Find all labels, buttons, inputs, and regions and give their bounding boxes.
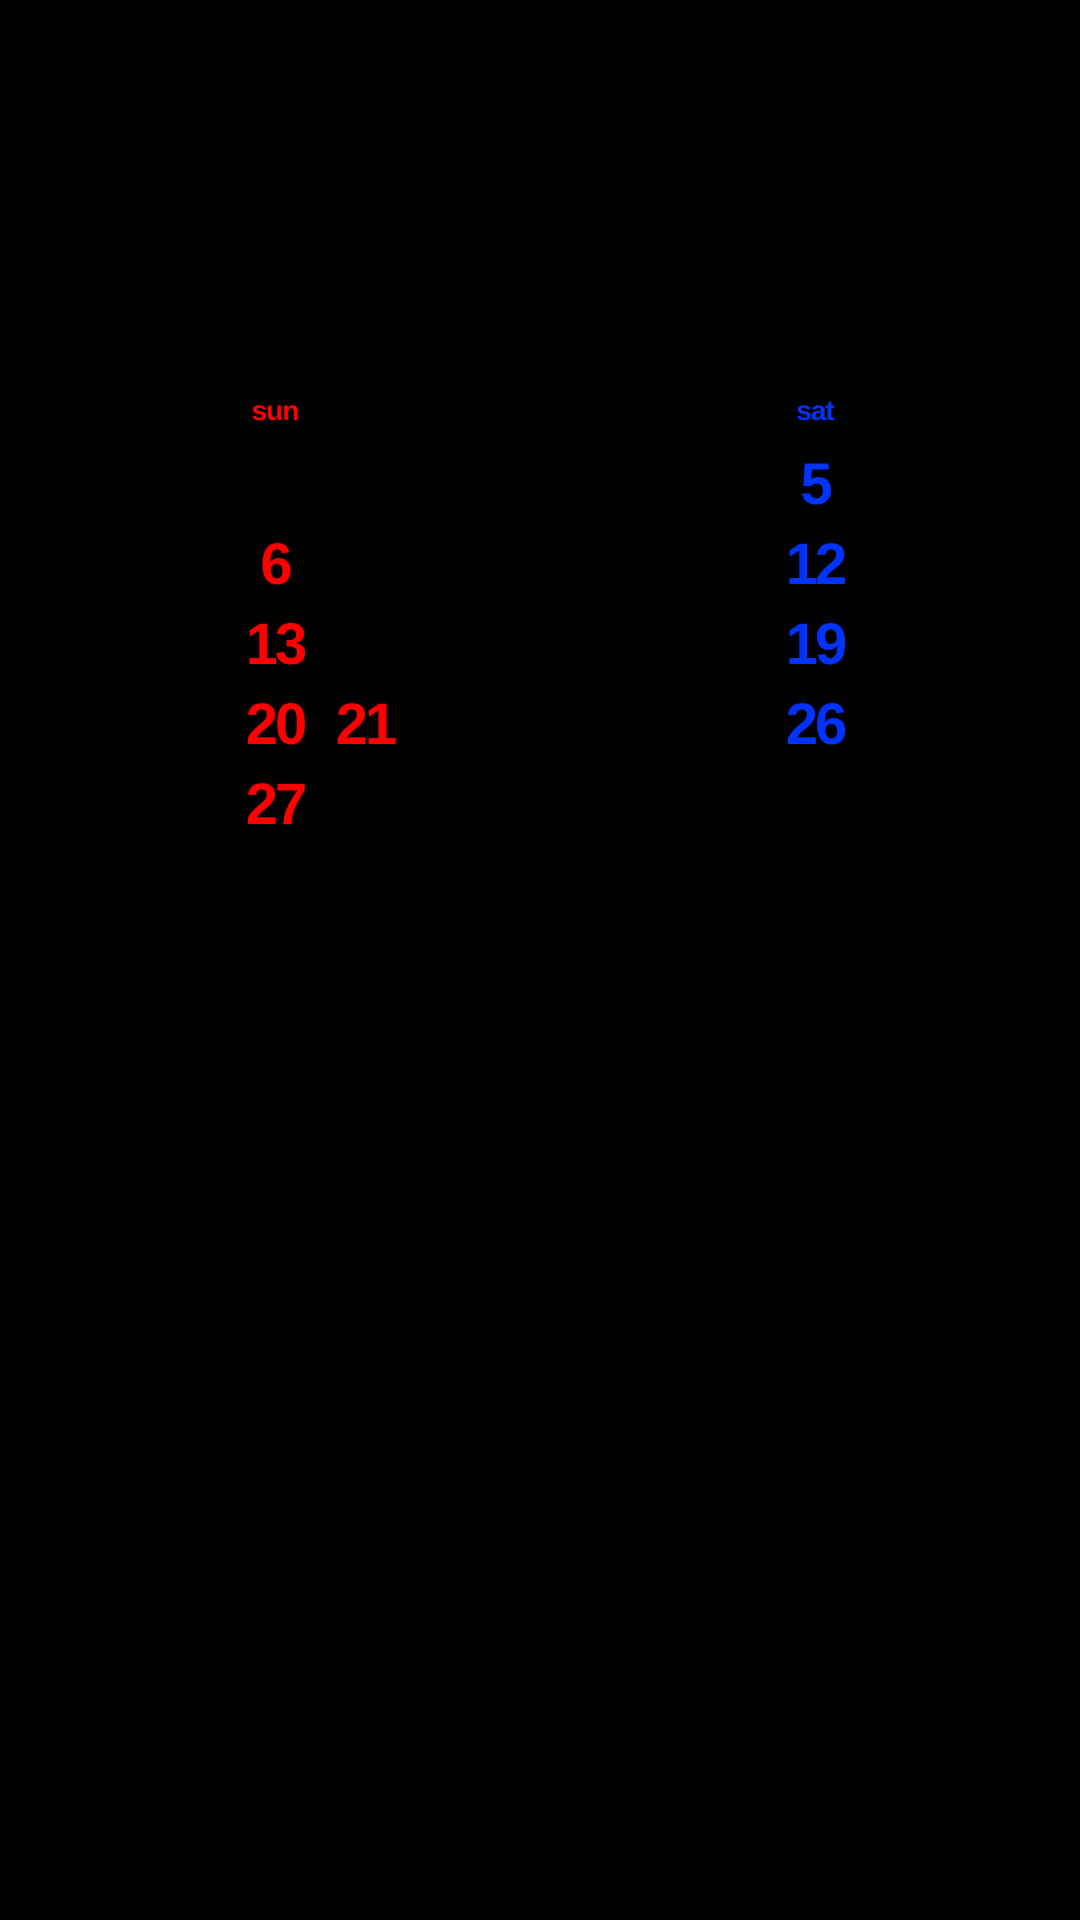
calendar-day: 20 — [230, 696, 320, 754]
header-friday: fri — [680, 395, 770, 427]
calendar-day: 25 — [680, 696, 770, 754]
calendar-day: 16 — [500, 616, 590, 674]
calendar-week-row: 27 28 29 30 — [230, 765, 860, 845]
header-wednesday: wed — [500, 395, 590, 427]
header-sunday: sun — [230, 395, 320, 427]
calendar-day: 6 — [230, 536, 320, 594]
calendar-day: 15 — [410, 616, 500, 674]
calendar-week-row: 13 14 15 16 17 18 19 — [230, 605, 860, 685]
calendar-week-row: 20 21 22 23 24 25 26 — [230, 685, 860, 765]
calendar-day: 14 — [320, 616, 410, 674]
calendar-day: 10 — [590, 536, 680, 594]
calendar-day: 12 — [770, 536, 860, 594]
calendar-day: 11 — [680, 536, 770, 594]
calendar-day: 17 — [590, 616, 680, 674]
calendar-day: 7 — [320, 536, 410, 594]
calendar-day: 22 — [410, 696, 500, 754]
calendar-week-row: 6 7 8 9 10 11 12 — [230, 525, 860, 605]
calendar-day: 2 — [500, 456, 590, 514]
calendar-day: 9 — [500, 536, 590, 594]
calendar-day: 18 — [680, 616, 770, 674]
calendar-day: 8 — [410, 536, 500, 594]
calendar-day: 19 — [770, 616, 860, 674]
calendar-day: 27 — [230, 776, 320, 834]
calendar-day: 28 — [320, 776, 410, 834]
calendar-widget: sun mon tue wed thu fri sat 1 2 3 4 5 6 … — [230, 395, 860, 845]
calendar-day: 24 — [590, 696, 680, 754]
header-tuesday: tue — [410, 395, 500, 427]
calendar-day: 3 — [590, 456, 680, 514]
calendar-day: 23 — [500, 696, 590, 754]
calendar-week-row: 1 2 3 4 5 — [230, 445, 860, 525]
calendar-day: 29 — [410, 776, 500, 834]
calendar-day: 1 — [410, 456, 500, 514]
calendar-day: 4 — [680, 456, 770, 514]
calendar-header-row: sun mon tue wed thu fri sat — [230, 395, 860, 427]
calendar-day: 30 — [500, 776, 590, 834]
calendar-day: 5 — [770, 456, 860, 514]
calendar-day: 26 — [770, 696, 860, 754]
header-saturday: sat — [770, 395, 860, 427]
header-monday: mon — [320, 395, 410, 427]
header-thursday: thu — [590, 395, 680, 427]
calendar-day: 13 — [230, 616, 320, 674]
calendar-day-holiday: 21 — [320, 696, 410, 754]
